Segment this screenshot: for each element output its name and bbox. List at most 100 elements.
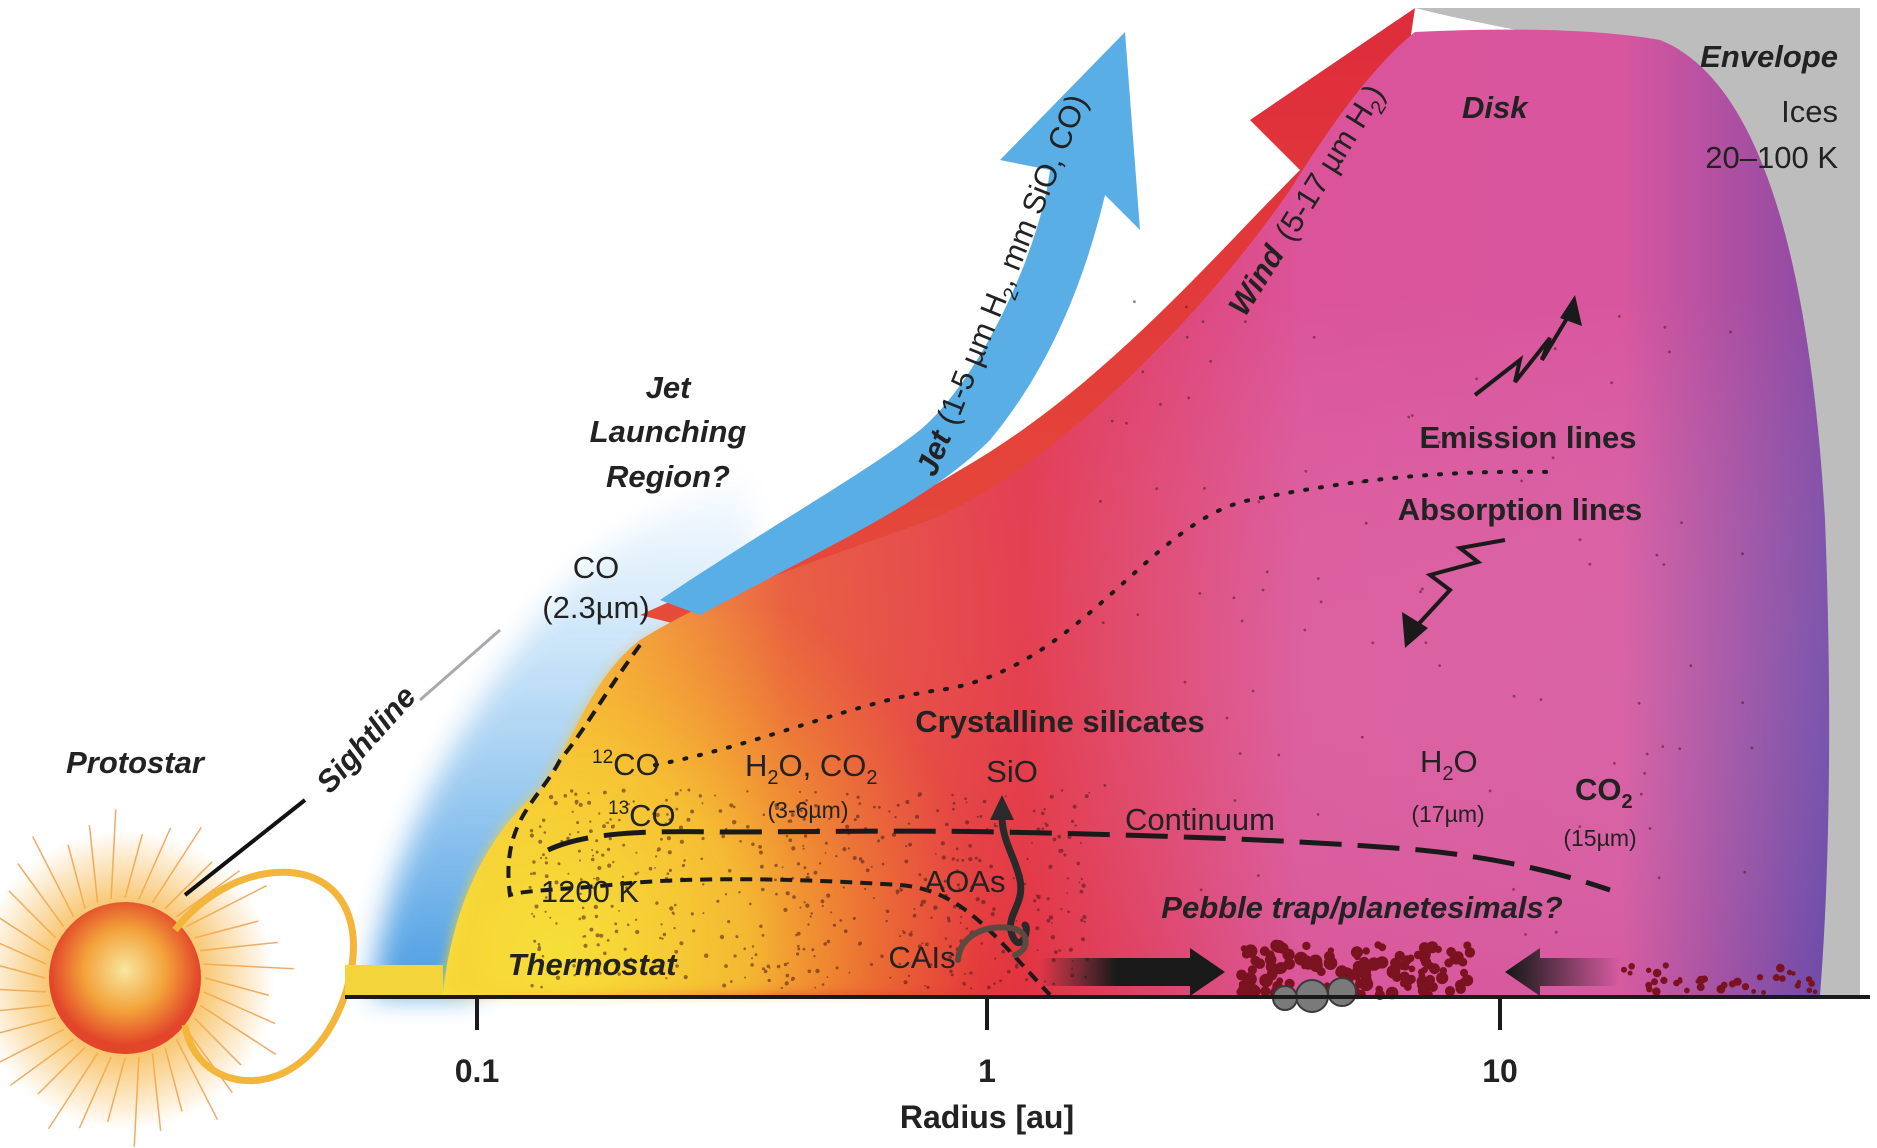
dust-speck: [596, 943, 600, 947]
dust-speck: [912, 913, 917, 918]
dust-speck: [951, 793, 954, 797]
pebble: [1791, 971, 1796, 976]
dust-speck: [792, 895, 796, 899]
dust-speck: [1032, 809, 1036, 813]
dust-speck: [1049, 794, 1054, 799]
dust-speck: [915, 956, 920, 960]
dust-speck: [870, 865, 873, 868]
dust-speck: [629, 957, 633, 961]
disk-label: Disk: [1462, 90, 1529, 125]
pebble: [1236, 969, 1247, 981]
dust-speck: [751, 957, 753, 960]
dust-speck: [956, 858, 959, 862]
dust-speck: [621, 788, 626, 793]
pebble: [1278, 942, 1285, 949]
dust-speck: [739, 840, 742, 843]
dust-speck: [842, 847, 847, 852]
dust-speck: [602, 824, 606, 829]
sio-label: SiO: [986, 754, 1038, 789]
dust-speck: [802, 801, 805, 805]
dust-speck: [762, 813, 766, 816]
dust-speck: [542, 818, 546, 822]
dust-speck: [798, 790, 802, 794]
dust-speck: [908, 932, 913, 937]
dust-speck: [1046, 897, 1050, 901]
dust-speck: [576, 821, 580, 825]
dust-speck: [1068, 947, 1073, 952]
dust-speck: [587, 792, 590, 795]
dust-speck: [759, 850, 763, 855]
pebble: [1240, 945, 1248, 952]
dust-speck: [698, 794, 702, 798]
dust-speck: [852, 916, 856, 920]
dust-speck: [1201, 320, 1205, 323]
absorption-lines-label: Absorption lines: [1398, 492, 1643, 527]
emission-arrow-head: [1560, 295, 1582, 326]
dust-speck: [1678, 747, 1682, 751]
dust-speck: [774, 802, 779, 808]
dust-speck: [899, 888, 904, 892]
dust-speck: [852, 856, 857, 860]
pebble: [1302, 941, 1311, 951]
dust-speck: [570, 789, 574, 793]
dust-speck: [1136, 613, 1140, 617]
dust-speck: [743, 947, 746, 951]
dust-speck: [661, 937, 664, 940]
dust-speck: [1539, 698, 1543, 701]
jet-flow: [660, 32, 1140, 615]
dust-speck: [924, 984, 927, 987]
dust-speck: [823, 942, 827, 946]
dust-speck: [1680, 521, 1683, 524]
dust-speck: [1045, 823, 1049, 827]
dust-speck: [1407, 415, 1411, 419]
pebble: [1646, 986, 1653, 993]
dust-speck: [1035, 926, 1040, 931]
dust-speck: [1048, 915, 1054, 920]
dust-speck: [668, 868, 673, 873]
dust-speck: [810, 912, 813, 915]
pebble: [1772, 974, 1780, 982]
dust-speck: [1610, 381, 1613, 385]
dust-speck: [994, 822, 996, 825]
dust-speck: [634, 872, 638, 876]
pebble: [1420, 956, 1432, 968]
tick-label-10: 10: [1482, 1053, 1518, 1089]
dust-speck: [881, 862, 885, 866]
dust-speck: [1048, 864, 1053, 869]
dust-speck: [917, 944, 922, 949]
dust-speck: [913, 908, 916, 910]
dust-speck: [1554, 930, 1558, 934]
dust-speck: [589, 829, 593, 833]
dust-speck: [587, 800, 592, 805]
dust-speck: [950, 973, 954, 977]
dust-speck: [899, 935, 902, 938]
dust-speck: [1036, 895, 1041, 900]
dust-speck: [786, 962, 789, 965]
dust-speck: [581, 906, 585, 910]
sightline-continued: [419, 628, 501, 702]
dust-speck: [595, 968, 600, 972]
dust-speck: [933, 905, 938, 910]
dust-speck: [842, 886, 845, 889]
pebble: [1684, 987, 1690, 994]
dust-speck: [776, 964, 781, 969]
dust-speck: [1524, 933, 1527, 936]
dust-speck: [826, 939, 831, 944]
dust-speck: [530, 984, 534, 988]
dust-speck: [672, 912, 675, 916]
dust-speck: [926, 985, 930, 989]
dust-speck: [665, 798, 668, 802]
dust-speck: [1421, 587, 1424, 591]
dust-speck: [807, 923, 810, 926]
tick-label-1: 1: [978, 1053, 996, 1089]
dust-speck: [758, 845, 762, 849]
dust-speck: [791, 846, 796, 851]
accretion-channel: [345, 965, 443, 995]
dust-speck: [1163, 914, 1167, 918]
pebble: [1260, 986, 1271, 997]
dust-speck: [785, 891, 790, 896]
dust-speck: [811, 948, 815, 952]
pebble-trap-label: Pebble trap/planetesimals?: [1161, 890, 1562, 925]
dust-speck: [806, 872, 810, 876]
dust-speck: [655, 812, 660, 818]
